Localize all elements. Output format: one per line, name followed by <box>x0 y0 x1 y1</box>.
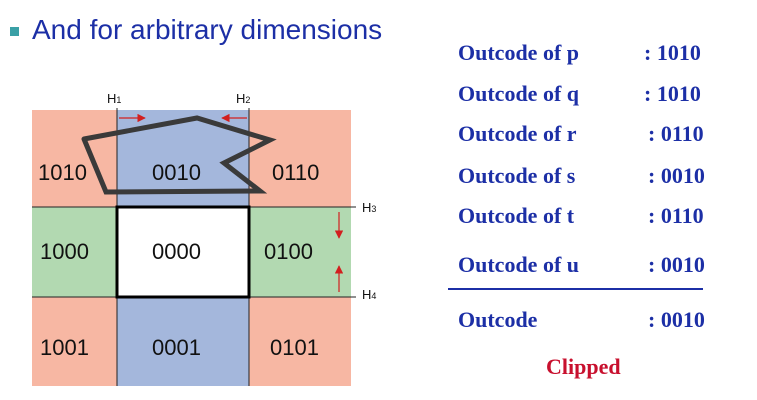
outcode-value: : 1010 <box>644 81 701 106</box>
outcode-value: : 0110 <box>648 121 704 146</box>
outcode-row-u: Outcode of u : 0010 <box>458 252 720 280</box>
outcode-label: Outcode of p <box>458 40 579 65</box>
boundary-label-h3: H3 <box>362 200 376 215</box>
cell-code: 0110 <box>272 160 319 185</box>
outcode-label: Outcode of u <box>458 252 579 277</box>
region-bottom-middle <box>117 297 249 386</box>
cell-code: 0000 <box>152 239 201 264</box>
region-middle-right <box>249 207 351 297</box>
slide-title-row: And for arbitrary dimensions <box>10 12 382 48</box>
cell-code: 0101 <box>270 335 319 360</box>
outcode-value: : 0110 <box>648 203 704 228</box>
region-top-right <box>249 110 351 207</box>
clip-window <box>115 205 251 299</box>
outcode-result-value: : 0010 <box>648 307 705 332</box>
outcode-row-s: Outcode of s : 0010 <box>458 163 720 191</box>
boundary-label-h2: H2 <box>236 91 250 106</box>
region-center <box>117 207 249 297</box>
cell-code: 0001 <box>152 335 201 360</box>
outcode-row-r: Outcode of r : 0110 <box>458 121 720 149</box>
cell-code: 0010 <box>152 160 201 185</box>
verdict-text: Clipped <box>546 354 621 379</box>
polygon-outline <box>81 115 277 195</box>
cell-code: 1000 <box>40 239 89 264</box>
outcode-row-t: Outcode of t : 0110 <box>458 203 720 231</box>
outcode-value: : 0010 <box>648 163 705 188</box>
boundary-label-h4: H4 <box>362 287 376 302</box>
boundary-label-h1: H1 <box>107 91 121 106</box>
bullet-icon <box>10 26 19 36</box>
cell-code: 1010 <box>38 160 87 185</box>
outcode-label: Outcode of t <box>458 203 575 228</box>
cell-code: 1001 <box>40 335 89 360</box>
region-bottom-right <box>249 297 351 386</box>
divider-line <box>448 288 703 290</box>
outcode-row-p: Outcode of p : 1010 <box>458 40 720 68</box>
outcode-result-label: Outcode <box>458 307 538 332</box>
outcode-list: Outcode of p : 1010 Outcode of q : 1010 … <box>448 34 757 394</box>
outcode-label: Outcode of s <box>458 163 576 188</box>
region-middle-left <box>32 207 117 297</box>
outcode-label: Outcode of q <box>458 81 579 106</box>
cell-code: 0100 <box>264 239 313 264</box>
outcode-value: : 0010 <box>648 252 705 277</box>
slide-title: And for arbitrary dimensions <box>32 14 383 45</box>
outcode-label: Outcode of r <box>458 121 577 146</box>
outcode-row-q: Outcode of q : 1010 <box>458 81 720 109</box>
outcode-value: : 1010 <box>644 40 701 65</box>
outcode-result-row: Outcode : 0010 <box>458 307 720 335</box>
region-bottom-left <box>32 297 117 386</box>
